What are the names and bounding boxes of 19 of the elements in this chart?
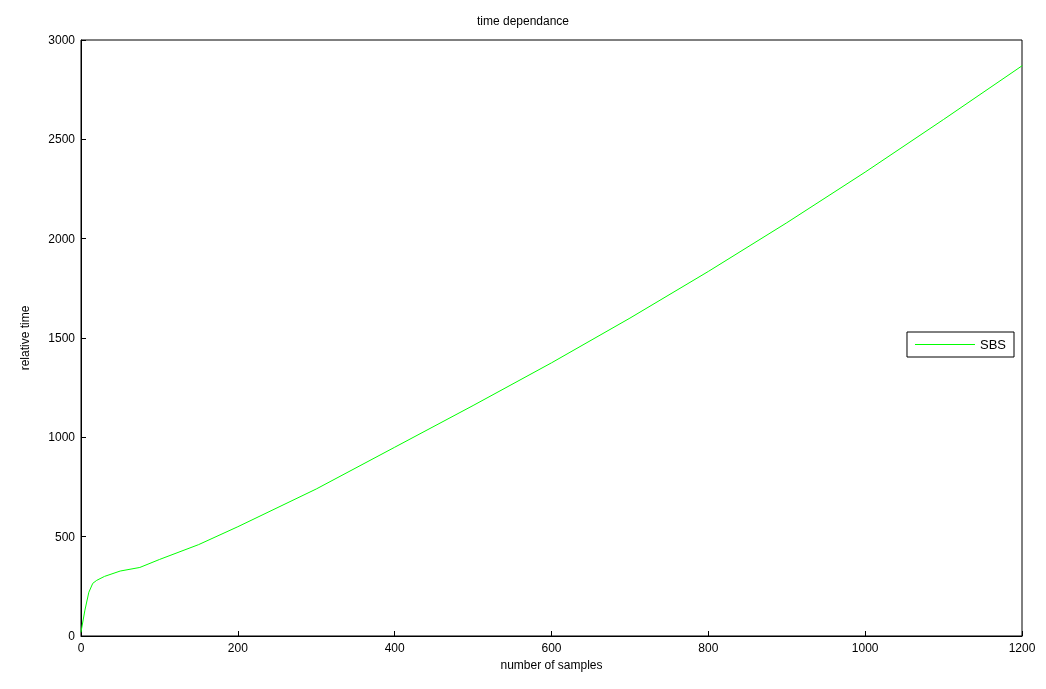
y-tick-label: 3000 bbox=[48, 33, 76, 47]
y-tick-label: 1500 bbox=[48, 331, 76, 345]
y-axis-title: relative time bbox=[18, 305, 32, 371]
x-tick-label: 600 bbox=[541, 641, 562, 655]
y-tick-label: 1000 bbox=[48, 430, 76, 445]
x-axis-title: number of samples bbox=[500, 657, 603, 672]
x-tick-label: 1000 bbox=[851, 641, 879, 655]
y-tick-label: 2000 bbox=[48, 231, 76, 246]
x-tick-label: 800 bbox=[698, 641, 719, 655]
y-tick-label: 2500 bbox=[48, 132, 76, 147]
x-tick-label: 400 bbox=[384, 641, 405, 655]
y-tick-label: 0 bbox=[68, 629, 76, 643]
x-tick-label: 200 bbox=[227, 641, 249, 655]
x-tick-label: 1200 bbox=[1008, 641, 1036, 655]
x-tick-label: 0 bbox=[77, 641, 85, 655]
legend-label: SBS bbox=[979, 337, 1007, 352]
chart-title: time dependance bbox=[476, 14, 570, 28]
line-series bbox=[80, 65, 1023, 633]
y-tick-label: 500 bbox=[54, 529, 76, 544]
